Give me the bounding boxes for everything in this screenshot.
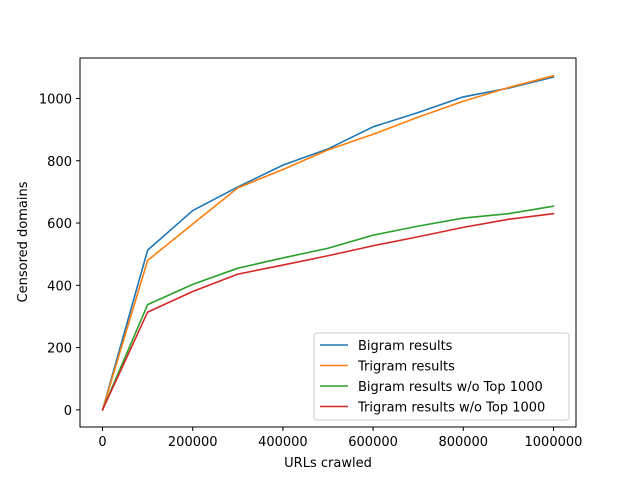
legend: Bigram results Trigram results Bigram resu… <box>313 332 570 421</box>
legend-label-1: Bigram results <box>358 339 453 354</box>
x-tick-label: 800000 <box>438 435 488 450</box>
legend-box <box>313 332 570 421</box>
legend-label-3: Bigram results w/o Top 1000 <box>358 380 543 395</box>
axes-frame <box>79 57 577 428</box>
x-tick-label: 200000 <box>168 435 218 450</box>
y-tick-label: 1000 <box>39 92 72 107</box>
y-tick-label: 200 <box>47 342 72 357</box>
legend-label-2: Trigram results <box>357 360 455 375</box>
y-tick-label: 0 <box>64 404 72 419</box>
x-tick-label: 400000 <box>258 435 308 450</box>
y-tick-label: 400 <box>47 279 72 294</box>
y-tick-label: 600 <box>47 217 72 232</box>
x-axis-label: URLs crawled <box>284 456 372 471</box>
y-tick-label: 800 <box>47 155 72 170</box>
series-line-3 <box>101 205 555 411</box>
legend-label-4: Trigram results w/o Top 1000 <box>357 401 545 416</box>
y-axis-label: Censored domains <box>16 181 31 302</box>
series-line-4 <box>101 212 555 411</box>
series-line-2 <box>101 74 555 411</box>
series-line-1 <box>101 76 555 411</box>
x-tick-label: 600000 <box>348 435 398 450</box>
plot-area <box>101 74 555 411</box>
x-tick-label: 1000000 <box>525 435 583 450</box>
x-tick-label: 0 <box>98 435 106 450</box>
ticks: 0 200000 400000 600000 800000 1000000 0 200 400 6… <box>39 92 583 450</box>
